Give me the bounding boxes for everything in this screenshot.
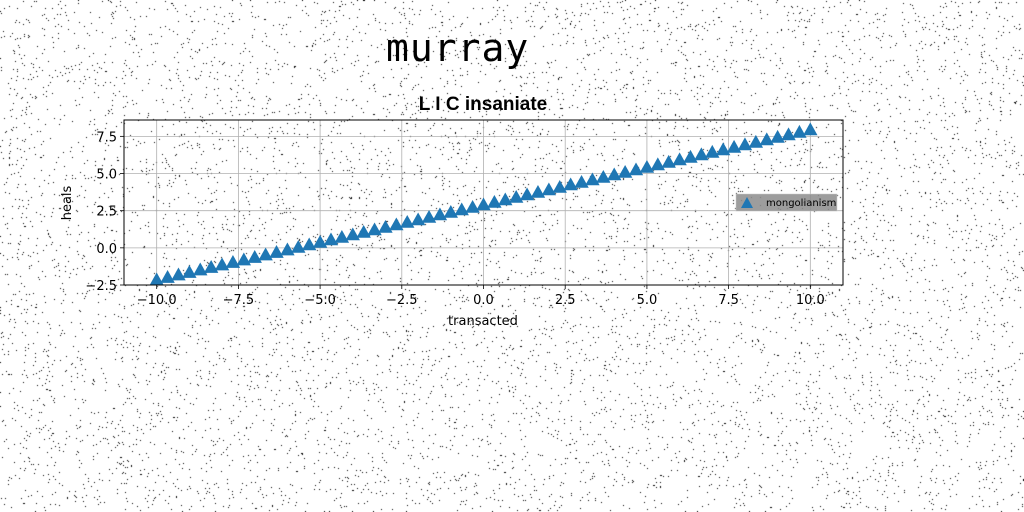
data-point — [389, 217, 404, 231]
data-point — [345, 227, 360, 241]
y-tick-label: 2.5 — [96, 205, 117, 220]
data-point — [258, 247, 273, 261]
x-tick-label: −7.5 — [223, 293, 255, 308]
data-point — [508, 189, 524, 203]
data-point — [214, 257, 230, 271]
data-point — [378, 219, 393, 233]
x-tick-label: 5.0 — [637, 293, 658, 308]
data-point — [705, 144, 720, 158]
legend: mongolianism — [735, 193, 838, 212]
data-point — [519, 187, 535, 201]
y-axis-label: heals — [60, 185, 75, 220]
grid-lines — [124, 120, 843, 286]
data-point — [443, 204, 459, 218]
data-point — [530, 184, 546, 198]
x-tick-label: 0.0 — [473, 293, 494, 308]
data-point — [694, 147, 709, 161]
data-point — [563, 177, 578, 191]
y-tick-label: 5.0 — [96, 168, 117, 183]
data-point — [650, 157, 666, 171]
chart-title: L I C insaniate — [419, 94, 547, 115]
data-point — [541, 182, 557, 196]
data-point — [312, 235, 328, 248]
legend-box — [735, 193, 838, 212]
data-point — [574, 174, 589, 188]
data-point — [465, 199, 480, 213]
data-point — [193, 262, 208, 276]
legend-marker-icon — [741, 197, 753, 208]
data-point — [715, 142, 731, 156]
data-point — [628, 162, 644, 176]
data-point — [781, 127, 796, 141]
data-point — [617, 164, 633, 178]
data-point — [672, 152, 687, 166]
data-point — [748, 134, 764, 148]
data-point — [301, 237, 317, 251]
data-point — [596, 169, 611, 183]
data-point — [683, 149, 698, 163]
series-points — [149, 122, 818, 286]
data-point — [182, 265, 197, 278]
data-point — [323, 232, 339, 246]
data-point — [269, 245, 284, 258]
x-tick-label: 2.5 — [555, 293, 576, 308]
data-point — [149, 272, 164, 286]
data-point — [726, 139, 742, 153]
data-point — [367, 222, 382, 236]
data-point — [171, 267, 186, 281]
data-point — [160, 270, 175, 283]
data-point — [454, 202, 469, 216]
data-point — [792, 124, 807, 138]
data-point — [334, 230, 350, 243]
data-point — [203, 260, 219, 273]
x-tick-label: 7.5 — [718, 293, 739, 308]
x-tick-label: −10.0 — [137, 293, 177, 308]
x-tick-label: −2.5 — [386, 293, 418, 308]
data-point — [400, 214, 415, 228]
figure-suptitle: murray — [386, 26, 530, 70]
data-point — [585, 172, 600, 186]
data-point — [247, 250, 262, 263]
data-point — [759, 132, 774, 146]
data-point — [236, 252, 252, 266]
data-point — [487, 194, 502, 208]
data-point — [639, 159, 655, 173]
data-point — [607, 167, 622, 181]
data-point — [476, 197, 491, 211]
y-tick-label: 7.5 — [96, 130, 117, 145]
data-point — [225, 255, 241, 268]
data-point — [737, 137, 753, 151]
y-tick-label: −2.5 — [85, 279, 117, 294]
data-point — [356, 224, 371, 238]
x-tick-label: −5.0 — [304, 293, 336, 308]
data-point — [432, 207, 448, 221]
data-point — [661, 154, 676, 168]
y-axis-ticks: −2.5 0.0 2.5 5.0 7.5 — [85, 130, 124, 294]
data-point — [803, 122, 818, 136]
legend-entry-label: mongolianism — [766, 198, 836, 209]
data-point — [421, 209, 437, 223]
x-axis-label: transacted — [448, 314, 518, 329]
data-point — [552, 179, 567, 193]
y-tick-label: 0.0 — [96, 242, 117, 257]
data-point — [770, 129, 785, 143]
x-tick-label: 10.0 — [796, 293, 825, 308]
data-point — [498, 192, 513, 206]
data-point — [280, 242, 295, 256]
data-point — [410, 212, 426, 226]
x-axis-ticks: −10.0 −7.5 −5.0 −2.5 0.0 2.5 5.0 7.5 10.0 — [137, 285, 825, 308]
data-point — [291, 240, 306, 253]
